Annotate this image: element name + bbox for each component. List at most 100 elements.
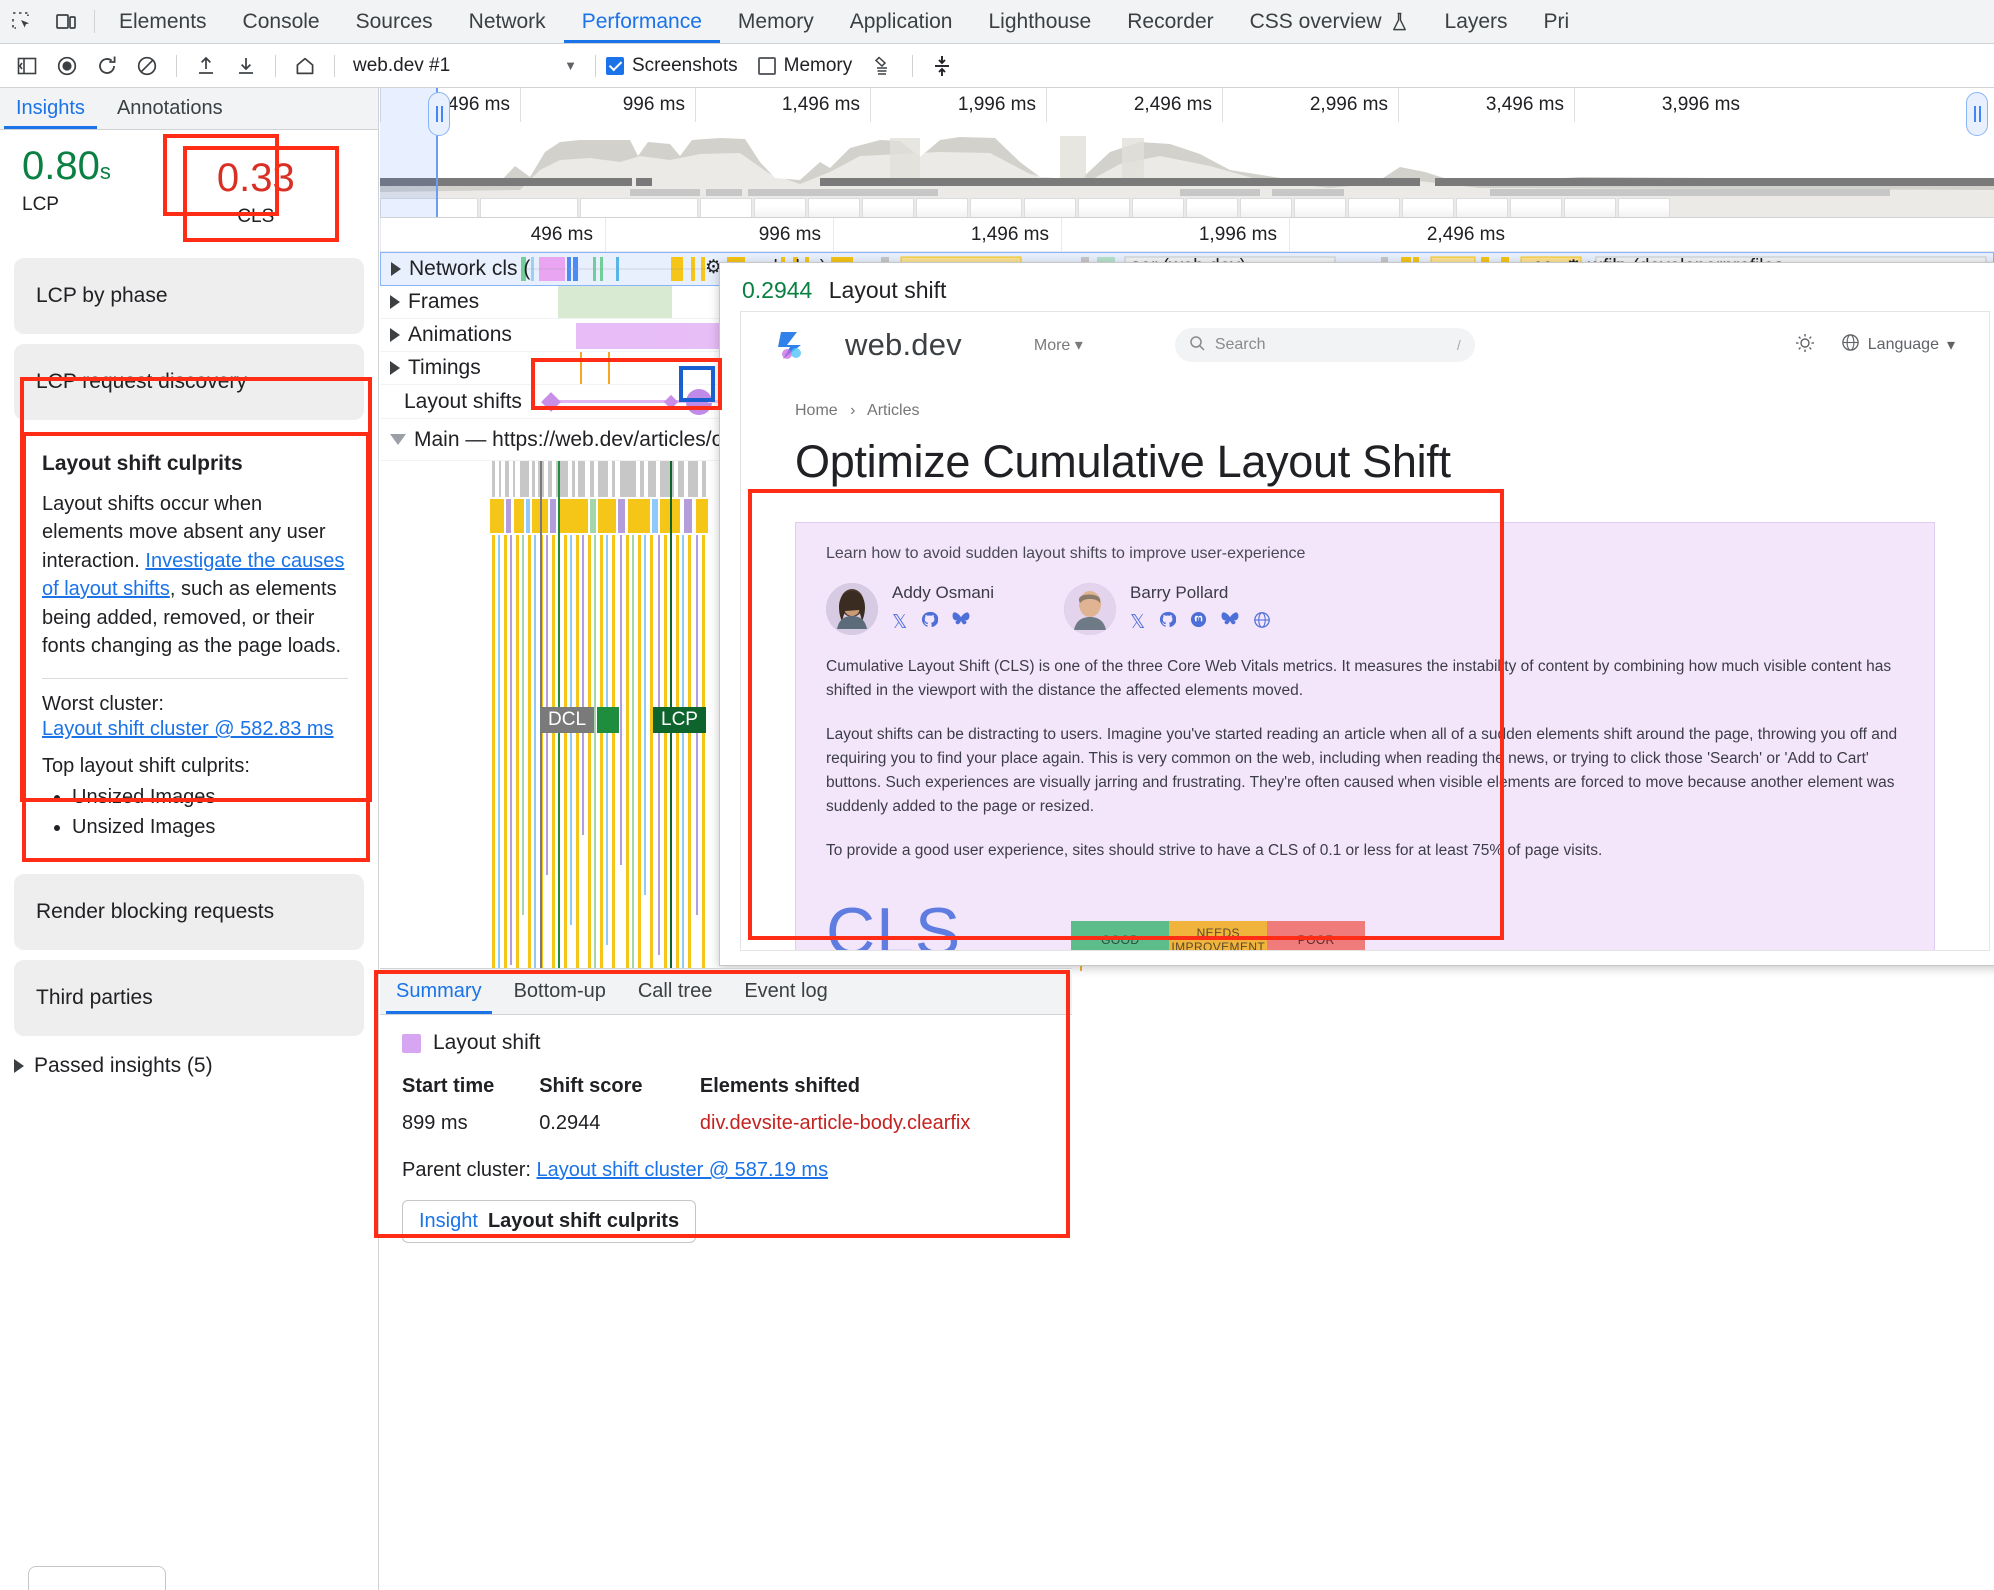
insight-button-key: Insight: [419, 1210, 478, 1232]
investigate-causes-link[interactable]: Investigate the causes of layout shifts: [42, 549, 345, 601]
mastodon-icon[interactable]: [1190, 611, 1207, 635]
metric-cls[interactable]: 0.33 CLS: [182, 146, 339, 242]
collapse-all-icon[interactable]: [923, 49, 961, 83]
home-icon[interactable]: [286, 49, 324, 83]
record-icon[interactable]: [48, 49, 86, 83]
tab-performance[interactable]: Performance: [563, 0, 721, 43]
tab-label: Annotations: [116, 97, 223, 119]
nav-more[interactable]: More ▾: [1033, 337, 1083, 354]
website-icon[interactable]: [1253, 611, 1271, 635]
author-name: Addy Osmani: [892, 583, 995, 602]
sidebar-bottom-tab[interactable]: [28, 1566, 166, 1590]
overview-right-handle[interactable]: [1966, 92, 1988, 136]
tab-network[interactable]: Network: [451, 0, 564, 43]
tab-lighthouse[interactable]: Lighthouse: [970, 0, 1109, 43]
breadcrumb-home[interactable]: Home: [795, 402, 838, 419]
breadcrumb-articles[interactable]: Articles: [867, 402, 920, 419]
tab-recorder[interactable]: Recorder: [1109, 0, 1231, 43]
language-label: Language: [1867, 336, 1939, 353]
tab-layers[interactable]: Layers: [1427, 0, 1526, 43]
overview-canvas: [380, 122, 1994, 217]
marker-lcp[interactable]: LCP: [653, 707, 706, 733]
passed-insights-toggle[interactable]: Passed insights (5): [14, 1054, 364, 1078]
track-label-main[interactable]: Main — https://web.dev/articles/optimi: [380, 428, 768, 452]
clear-icon[interactable]: [128, 49, 166, 83]
drawer-tab-summary[interactable]: Summary: [380, 969, 498, 1014]
tab-css-overview[interactable]: CSS overview: [1232, 0, 1427, 43]
insight-third-parties[interactable]: Third parties: [14, 960, 364, 1037]
cell-element-shifted[interactable]: div.devsite-article-body.clearfix: [699, 1112, 971, 1134]
filmstrip[interactable]: [380, 198, 1994, 217]
bluesky-icon[interactable]: [1221, 611, 1239, 635]
toolbar-divider: [334, 54, 335, 77]
tab-label: Summary: [396, 980, 482, 1002]
col-start-time: Start time: [402, 1075, 495, 1097]
track-label-timings[interactable]: Timings: [380, 356, 481, 380]
top-culprits-label: Top layout shift culprits:: [42, 755, 250, 778]
tick-label: 1,996 ms: [957, 94, 1036, 115]
tab-console[interactable]: Console: [225, 0, 338, 43]
track-label-animations[interactable]: Animations: [380, 323, 512, 347]
sidebar-tab-annotations[interactable]: Annotations: [101, 88, 239, 129]
insight-lcp-request-discovery[interactable]: LCP request discovery: [14, 344, 364, 420]
collect-garbage-icon[interactable]: [864, 49, 902, 83]
overview-left-dimmer[interactable]: [380, 88, 438, 217]
device-toolbar-icon[interactable]: [44, 0, 88, 43]
track-label-network[interactable]: Network cls (: [381, 257, 530, 281]
search-placeholder: Search: [1214, 336, 1266, 353]
reload-and-record-icon[interactable]: [88, 49, 126, 83]
timeline-overview[interactable]: 496 ms 996 ms 1,496 ms 1,996 ms 2,496 ms…: [380, 88, 1994, 218]
drawer-tab-call-tree[interactable]: Call tree: [622, 969, 728, 1014]
sidebar-tab-insights[interactable]: Insights: [0, 88, 101, 129]
parent-cluster-link[interactable]: Layout shift cluster @ 587.19 ms: [536, 1159, 829, 1181]
chevron-down-icon: ▼: [564, 58, 577, 73]
marker-dcl[interactable]: DCL: [540, 707, 595, 733]
tab-privacy[interactable]: Pri: [1526, 0, 1588, 43]
language-selector[interactable]: Language ▾: [1841, 333, 1955, 357]
inspect-element-icon[interactable]: [0, 0, 44, 43]
toggle-sidebar-icon[interactable]: [8, 49, 46, 83]
tab-memory[interactable]: Memory: [720, 0, 832, 43]
webdev-brand: web.dev: [845, 327, 962, 362]
bluesky-icon[interactable]: [952, 611, 970, 634]
metric-lcp[interactable]: 0.80s LCP: [0, 146, 133, 242]
tab-application[interactable]: Application: [832, 0, 971, 43]
insight-lcp-by-phase[interactable]: LCP by phase: [14, 258, 364, 334]
marker-fcp[interactable]: [597, 707, 619, 733]
insight-button[interactable]: Insight Layout shift culprits: [402, 1200, 697, 1243]
desc-part-2: , such as elements being added, removed,…: [42, 578, 342, 657]
github-icon[interactable]: [1159, 611, 1177, 635]
tab-label: Layers: [1444, 9, 1508, 33]
github-icon[interactable]: [921, 611, 939, 634]
theme-toggle-icon[interactable]: [1795, 333, 1815, 358]
drawer-tab-bottom-up[interactable]: Bottom-up: [498, 969, 622, 1014]
chevron-right-icon: [390, 328, 400, 342]
track-name: Animations: [408, 323, 512, 346]
worst-cluster-link[interactable]: Layout shift cluster @ 582.83 ms: [42, 718, 334, 741]
tab-elements[interactable]: Elements: [101, 0, 225, 43]
save-profile-icon[interactable]: [227, 49, 265, 83]
insight-render-blocking-requests[interactable]: Render blocking requests: [14, 874, 364, 951]
x-icon[interactable]: 𝕏: [892, 612, 908, 633]
drawer-tab-event-log[interactable]: Event log: [728, 969, 843, 1014]
tick-label: 3,996 ms: [1661, 94, 1740, 115]
screenshots-checkbox[interactable]: Screenshots: [606, 55, 738, 77]
globe-icon: [1841, 333, 1860, 357]
frames-strip: [380, 189, 1994, 196]
insight-title: Layout shift culprits: [42, 452, 243, 475]
insight-layout-shift-culprits[interactable]: Layout shift culprits Layout shifts occu…: [22, 432, 370, 863]
insight-label: LCP by phase: [36, 284, 168, 307]
overview-left-handle[interactable]: [428, 92, 450, 136]
memory-checkbox[interactable]: Memory: [757, 55, 852, 77]
profile-selector[interactable]: web.dev #1 ▼: [345, 55, 585, 77]
load-profile-icon[interactable]: [187, 49, 225, 83]
cls-band-good: GOOD: [1071, 921, 1170, 950]
social-links: 𝕏: [1130, 611, 1271, 635]
search-input[interactable]: Search /: [1174, 328, 1475, 362]
ruler-tick: 2,496 ms: [1289, 218, 1517, 252]
main-flamechart[interactable]: DCL LCP: [380, 461, 1994, 1181]
track-label-layout-shifts[interactable]: Layout shifts: [380, 390, 522, 414]
tab-sources[interactable]: Sources: [338, 0, 451, 43]
track-label-frames[interactable]: Frames: [380, 290, 479, 314]
x-icon[interactable]: 𝕏: [1130, 612, 1146, 633]
